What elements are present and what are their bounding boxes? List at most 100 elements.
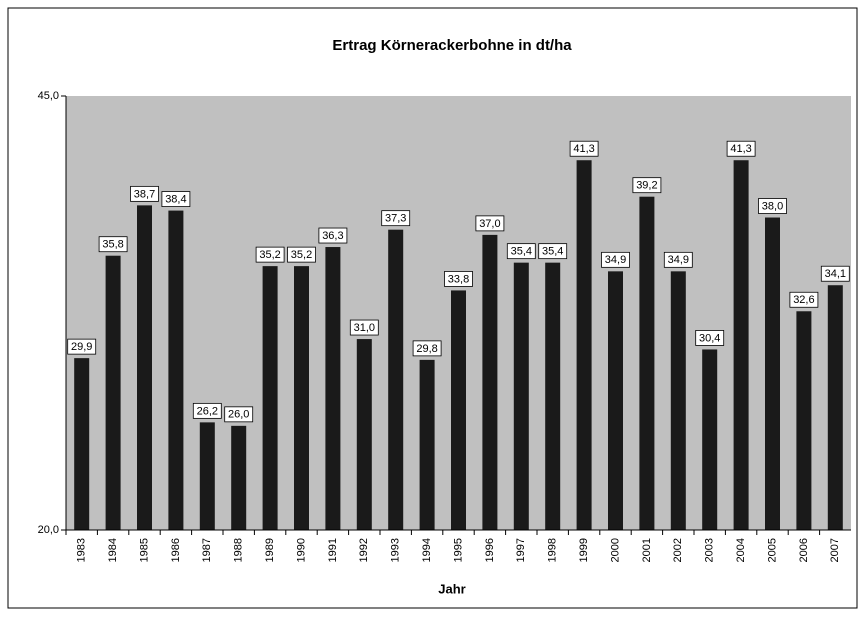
bar xyxy=(733,160,749,530)
data-label: 38,0 xyxy=(762,200,783,212)
data-label: 34,9 xyxy=(668,254,689,266)
y-tick-label: 20,0 xyxy=(38,524,59,536)
bar xyxy=(356,339,372,530)
bar xyxy=(451,290,466,530)
bar xyxy=(639,196,655,531)
x-tick-label: 2000 xyxy=(609,538,621,562)
data-label: 41,3 xyxy=(573,143,594,155)
x-tick-label: 1986 xyxy=(170,538,182,562)
label-box xyxy=(349,319,379,336)
x-tick-label: 1987 xyxy=(201,538,213,562)
bar xyxy=(513,262,529,530)
data-label: 37,0 xyxy=(479,218,500,230)
bar xyxy=(105,255,121,530)
label-box xyxy=(130,185,159,202)
data-label: 29,8 xyxy=(416,343,437,355)
x-tick-label: 2003 xyxy=(704,538,716,562)
data-label: 35,2 xyxy=(291,249,312,261)
bar xyxy=(545,262,561,530)
x-tick-label: 1999 xyxy=(578,538,590,562)
label-box xyxy=(663,251,693,268)
bar xyxy=(137,205,152,531)
label-box xyxy=(506,243,536,260)
y-tick-label: 45,0 xyxy=(38,90,59,102)
bar xyxy=(168,210,184,531)
x-tick-label: 1985 xyxy=(138,538,150,562)
bar xyxy=(262,266,278,530)
label-box xyxy=(632,177,662,194)
data-label: 37,3 xyxy=(385,213,406,225)
label-box xyxy=(287,246,316,263)
data-label: 41,3 xyxy=(730,143,751,155)
x-tick-label: 2001 xyxy=(641,538,653,562)
bar xyxy=(419,359,435,530)
bar xyxy=(231,425,247,530)
x-tick-label: 1998 xyxy=(547,538,559,562)
label-box xyxy=(475,215,505,232)
data-label: 34,1 xyxy=(825,268,846,280)
x-tick-label: 1984 xyxy=(107,538,119,562)
bar xyxy=(294,266,309,530)
label-box xyxy=(726,140,756,157)
data-label: 35,4 xyxy=(511,246,532,258)
label-box xyxy=(789,291,819,308)
label-box xyxy=(318,227,348,244)
data-label: 39,2 xyxy=(636,180,657,192)
x-tick-label: 2006 xyxy=(798,538,810,562)
label-box xyxy=(601,251,630,268)
data-label: 29,9 xyxy=(71,341,92,353)
label-box xyxy=(67,338,97,355)
bar xyxy=(702,349,718,530)
bar xyxy=(482,234,498,530)
label-box xyxy=(412,340,442,357)
x-tick-label: 1991 xyxy=(327,538,339,562)
bar xyxy=(388,229,404,530)
label-box xyxy=(381,210,411,227)
x-tick-label: 1983 xyxy=(76,538,88,562)
x-tick-label: 1993 xyxy=(390,538,402,562)
data-label: 38,4 xyxy=(165,193,186,205)
label-box xyxy=(224,406,254,423)
x-tick-label: 1990 xyxy=(295,538,307,562)
label-box xyxy=(192,402,222,419)
bar xyxy=(325,247,341,531)
data-label: 30,4 xyxy=(699,332,720,344)
x-tick-label: 1988 xyxy=(233,538,245,562)
x-tick-label: 1989 xyxy=(264,538,276,562)
label-box xyxy=(255,246,285,263)
label-box xyxy=(569,140,599,157)
bar xyxy=(765,217,780,530)
x-tick-label: 1992 xyxy=(358,538,370,562)
x-tick-label: 1996 xyxy=(484,538,496,562)
bar xyxy=(670,271,686,530)
data-label: 36,3 xyxy=(322,230,343,242)
label-box xyxy=(820,265,850,282)
data-label: 34,9 xyxy=(605,254,626,266)
label-box xyxy=(98,236,128,253)
bar xyxy=(796,311,812,530)
bar xyxy=(576,160,592,530)
data-label: 35,4 xyxy=(542,246,563,258)
chart-title: Ertrag Körnerackerbohne in dt/ha xyxy=(332,37,572,54)
bar xyxy=(827,285,843,530)
x-tick-label: 2007 xyxy=(829,538,841,562)
bar xyxy=(74,358,90,530)
x-tick-label: 1995 xyxy=(452,538,464,562)
x-tick-label: 2002 xyxy=(672,538,684,562)
x-tick-label: 1994 xyxy=(421,538,433,562)
x-tick-label: 2004 xyxy=(735,538,747,562)
data-label: 31,0 xyxy=(354,322,375,334)
data-label: 32,6 xyxy=(793,294,814,306)
data-label: 26,2 xyxy=(197,405,218,417)
label-box xyxy=(695,330,725,346)
label-box xyxy=(758,198,787,214)
x-axis-label: Jahr xyxy=(438,581,465,596)
data-label: 33,8 xyxy=(448,273,469,285)
x-tick-label: 2005 xyxy=(766,538,778,562)
data-label: 26,0 xyxy=(228,409,249,421)
data-label: 35,8 xyxy=(102,239,123,251)
label-box xyxy=(444,271,473,287)
data-label: 35,2 xyxy=(259,249,280,261)
bar xyxy=(608,271,623,530)
